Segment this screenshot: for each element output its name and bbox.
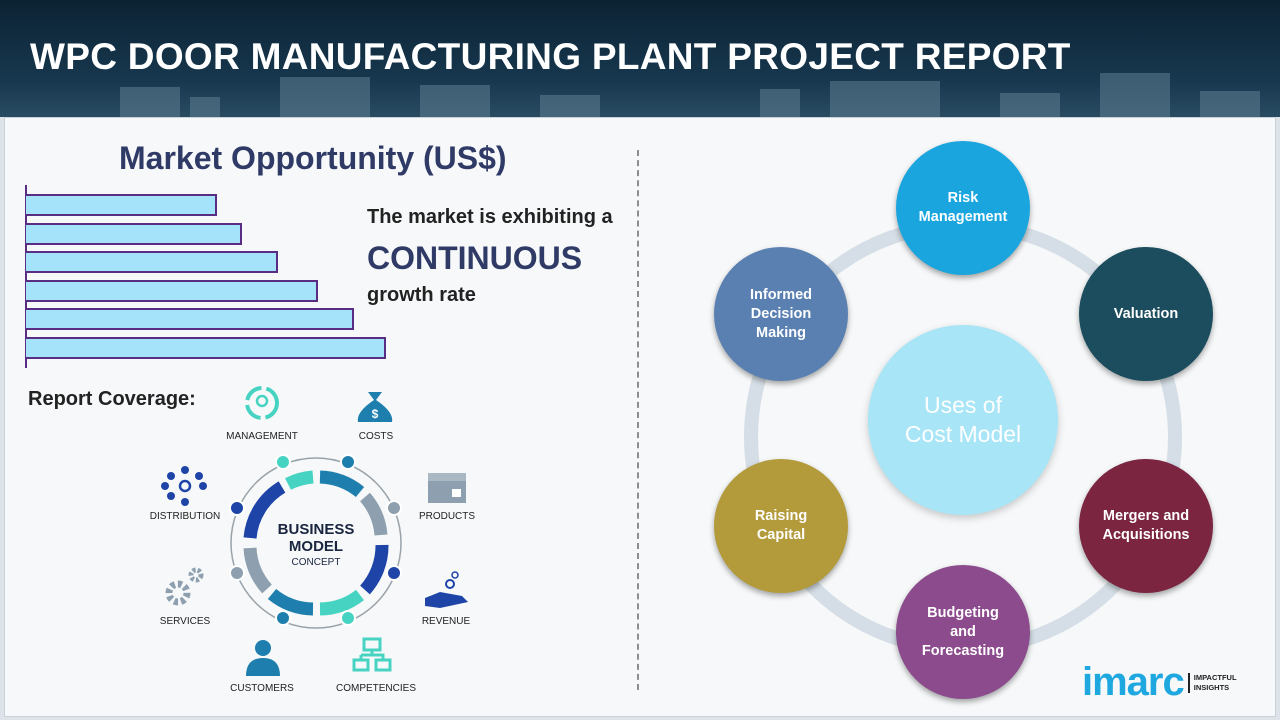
use-informed-decision-making: Informed Decision Making [714, 247, 848, 381]
coverage-label-costs: COSTS [358, 431, 394, 442]
market-text-3: growth rate [367, 284, 476, 306]
box-icon [428, 473, 466, 503]
lightbulb-cycle-icon [245, 386, 279, 420]
header-banner: WPC DOOR MANUFACTURING PLANT PROJECT REP… [0, 0, 1280, 117]
gears-icon [165, 567, 204, 606]
logo-tag-1: IMPACTFUL [1193, 672, 1237, 682]
growth-bar [26, 336, 386, 359]
use-mergers-acquisitions: Mergers and Acquisitions [1079, 459, 1213, 593]
coverage-label-competencies: COMPETENCIES [335, 683, 416, 694]
svg-text:$: $ [372, 407, 379, 421]
logo-tag-2: INSIGHTS [1193, 682, 1230, 692]
coverage-label-products: PRODUCTS [418, 511, 476, 522]
report-coverage-title: Report Coverage: [28, 388, 196, 410]
uses-center-line2: Cost Model [904, 421, 1022, 447]
bar-axis [25, 185, 27, 368]
use-budgeting-forecasting: Budgeting and Forecasting [896, 565, 1030, 699]
growth-bar [26, 251, 278, 273]
coverage-label-distribution: DISTRIBUTION [149, 511, 221, 522]
growth-bar [26, 194, 217, 216]
org-chart-icon [352, 637, 392, 672]
coverage-label-management: MANAGEMENT [226, 431, 298, 442]
growth-bar [26, 308, 354, 330]
business-model-diagram: BUSINESS MODEL CONCEPT $ [161, 386, 468, 676]
ring-dots [229, 454, 402, 626]
use-risk-management: Risk Management [896, 141, 1030, 275]
outer-ring [230, 457, 402, 629]
money-bag-icon: $ [357, 392, 393, 422]
market-opportunity-title: Market Opportunity (US$) [119, 140, 507, 176]
market-text-2: CONTINUOUS [367, 240, 583, 276]
coverage-label-services: SERVICES [159, 616, 211, 627]
market-text-1: The market is exhibiting a [367, 206, 613, 228]
page-title: WPC DOOR MANUFACTURING PLANT PROJECT REP… [30, 36, 1071, 77]
use-valuation: Valuation [1079, 247, 1213, 381]
person-icon [246, 640, 280, 676]
growth-bar [26, 279, 318, 302]
coverage-label-customers: CUSTOMERS [230, 683, 294, 694]
center-line2: MODEL [289, 538, 343, 555]
uses-center-circle: Uses of Cost Model [868, 325, 1058, 515]
coverage-label-revenue: REVENUE [421, 616, 471, 627]
ring-segments [243, 470, 389, 616]
center-line3: CONCEPT [292, 557, 341, 568]
hand-coins-icon [425, 571, 468, 608]
divider [637, 150, 639, 690]
center-line1: BUSINESS [278, 521, 355, 538]
uses-center-line1: Uses of [924, 392, 1002, 418]
growth-bar [26, 222, 242, 245]
logo-word: imarc [1082, 660, 1185, 704]
use-raising-capital: Raising Capital [714, 459, 848, 593]
imarc-logo: imarc IMPACTFUL INSIGHTS [1082, 660, 1237, 705]
network-icon [161, 466, 207, 506]
